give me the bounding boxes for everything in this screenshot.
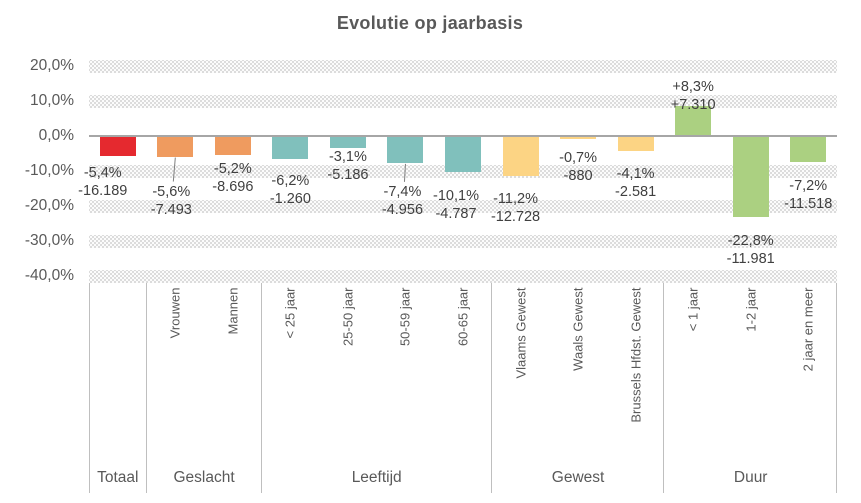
group-divider-line xyxy=(89,283,90,493)
y-axis-tick-label: 0,0% xyxy=(38,127,74,144)
gridline-band xyxy=(89,270,837,283)
bar-value-label: -10,1% -4.787 xyxy=(408,187,504,223)
y-axis-tick-label: 20,0% xyxy=(30,57,74,74)
bar-value-label: -5,6% -7.493 xyxy=(123,183,219,219)
group-divider-line xyxy=(836,283,837,493)
value-label-absolute: -5.186 xyxy=(327,166,369,183)
bar xyxy=(387,137,424,163)
category-label: Waals Gewest xyxy=(570,287,586,371)
value-label-percent: -10,1% xyxy=(433,188,479,205)
group-divider-line xyxy=(260,283,262,493)
bar-value-label: -5,4% -16.189 xyxy=(55,164,151,200)
category-label: Brussels Hfdst. Gewest xyxy=(628,287,644,423)
bar-value-label: -11,2% -12.728 xyxy=(468,190,564,226)
value-label-percent: -5,4% xyxy=(83,164,122,181)
group-label: Gewest xyxy=(551,469,605,486)
value-label-percent: -7,2% xyxy=(789,178,828,195)
group-divider-line xyxy=(490,283,492,493)
value-label-percent: -5,2% xyxy=(213,161,252,178)
group-label: Leeftijd xyxy=(351,469,402,486)
value-label-percent: -7,4% xyxy=(383,183,422,200)
group-divider-line xyxy=(145,283,147,493)
y-axis-tick-label: -40,0% xyxy=(24,267,74,284)
bar xyxy=(214,137,251,156)
value-label-percent: -6,2% xyxy=(271,172,310,189)
value-label-absolute: -2.581 xyxy=(615,184,657,201)
category-label: < 1 jaar xyxy=(685,287,701,331)
value-label-absolute: -11.981 xyxy=(726,250,775,267)
bar xyxy=(272,137,309,159)
category-label: 2 jaar en meer xyxy=(800,287,816,371)
value-label-percent: -5,6% xyxy=(152,183,191,200)
value-label-absolute: -1.260 xyxy=(269,190,311,207)
value-label-percent: -11,2% xyxy=(493,191,538,208)
category-label: Mannen xyxy=(225,287,241,334)
y-axis-tick-label: -30,0% xyxy=(24,232,74,249)
value-label-absolute: -4.956 xyxy=(381,201,424,218)
category-label: 25-50 jaar xyxy=(340,287,356,346)
bar xyxy=(502,137,539,177)
category-label: Vlaams Gewest xyxy=(513,287,529,379)
bar xyxy=(560,137,597,140)
group-divider-line xyxy=(663,283,665,493)
bar xyxy=(617,137,654,152)
value-label-percent: -3,1% xyxy=(328,148,367,165)
y-axis-tick-label: 10,0% xyxy=(30,92,74,109)
chart-title: Evolutie op jaarbasis xyxy=(336,13,524,33)
category-label: < 25 jaar xyxy=(282,287,298,338)
group-label: Totaal xyxy=(97,469,139,486)
bar xyxy=(732,137,769,217)
bar-value-label: -3,1% -5.186 xyxy=(300,148,396,184)
gridline-band xyxy=(89,95,837,108)
value-label-percent: -22,8% xyxy=(727,232,774,249)
value-label-absolute: -880 xyxy=(563,168,593,185)
value-label-absolute: -16.189 xyxy=(78,182,128,199)
y-axis-tick-label: -20,0% xyxy=(24,197,74,214)
bar-value-label: -7,2% -11.518 xyxy=(760,177,856,213)
bar-value-label: +8,3% +7.310 xyxy=(645,78,741,114)
bar xyxy=(790,137,827,163)
value-label-absolute: -8.696 xyxy=(212,179,254,196)
category-label: 60-65 jaar xyxy=(455,287,471,346)
bar xyxy=(675,105,712,135)
y-axis-tick-label: -10,0% xyxy=(24,162,74,179)
bar xyxy=(157,137,194,157)
value-label-absolute: -11.518 xyxy=(784,196,833,213)
value-label-percent: -4,1% xyxy=(616,166,655,183)
zero-axis-line xyxy=(89,135,837,137)
value-label-percent: -0,7% xyxy=(559,150,597,167)
category-label: 1-2 jaar xyxy=(743,287,759,332)
value-label-absolute: +7.310 xyxy=(670,96,716,113)
gridline-band xyxy=(89,60,837,73)
bar-value-label: -0,7% -880 xyxy=(530,149,626,185)
bar-value-label: -6,2% -1.260 xyxy=(242,172,338,208)
bar xyxy=(445,137,481,173)
value-label-percent: +8,3% xyxy=(672,78,714,95)
bar-value-label: -4,1% -2.581 xyxy=(588,165,684,201)
bar-value-label: -7,4% -4.956 xyxy=(354,183,450,219)
bar xyxy=(329,137,366,148)
value-label-absolute: -7.493 xyxy=(150,201,192,218)
value-label-absolute: -12.728 xyxy=(490,209,541,226)
group-label: Geslacht xyxy=(173,469,235,486)
bar-value-label: -22,8% -11.981 xyxy=(703,232,799,268)
bar xyxy=(99,137,136,156)
category-label: Vrouwen xyxy=(167,287,183,338)
group-label: Duur xyxy=(733,469,768,486)
bar-value-label: -5,2% -8.696 xyxy=(185,160,281,196)
category-label: 50-59 jaar xyxy=(397,287,413,346)
gridline-band xyxy=(89,200,837,213)
gridline-band xyxy=(89,235,837,248)
value-label-absolute: -4.787 xyxy=(435,206,477,223)
